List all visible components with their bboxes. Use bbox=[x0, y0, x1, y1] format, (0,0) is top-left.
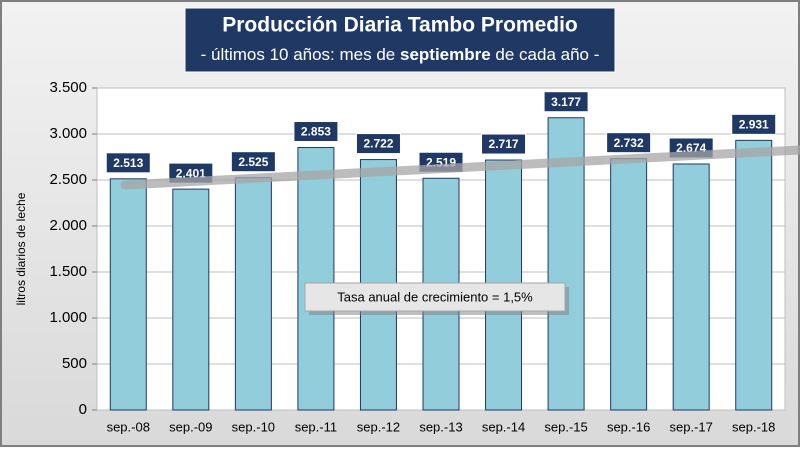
subtitle-text: - últimos 10 años: mes de bbox=[201, 45, 400, 64]
y-tick-label: 2.500 bbox=[49, 171, 87, 188]
value-label: 2.717 bbox=[489, 137, 519, 151]
subtitle-text: de cada año - bbox=[491, 45, 600, 64]
x-tick-label: sep.-08 bbox=[107, 419, 150, 434]
x-tick-label: sep.-10 bbox=[232, 419, 275, 434]
bar bbox=[172, 188, 210, 411]
x-tick-label: sep.-16 bbox=[607, 419, 650, 434]
y-tick-label: 0 bbox=[79, 401, 87, 418]
chart-title: Producción Diaria Tambo Promedio bbox=[222, 14, 578, 37]
y-tick-label: 2.000 bbox=[49, 217, 87, 234]
value-label: 2.513 bbox=[113, 156, 143, 170]
value-label: 2.931 bbox=[739, 118, 769, 132]
value-label: 2.732 bbox=[614, 136, 644, 150]
y-tick-label: 500 bbox=[62, 355, 87, 372]
annotation-box bbox=[304, 282, 566, 312]
y-axis-label: litros diarios de leche bbox=[14, 192, 28, 305]
bar bbox=[672, 163, 710, 411]
value-label: 2.525 bbox=[238, 155, 268, 169]
y-tick-label: 1.500 bbox=[49, 263, 87, 280]
value-label: 2.853 bbox=[301, 125, 331, 139]
x-tick-label: sep.-17 bbox=[669, 419, 712, 434]
value-label-box bbox=[543, 91, 589, 113]
y-tick-label: 3.500 bbox=[49, 79, 87, 96]
bar bbox=[234, 177, 272, 411]
y-tick-label: 1.000 bbox=[49, 309, 87, 326]
chart-subtitle: - últimos 10 años: mes de septiembre de … bbox=[201, 45, 600, 64]
trend-line bbox=[120, 145, 800, 190]
annotation: Tasa anual de crecimiento = 1,5% bbox=[337, 289, 533, 304]
bar bbox=[109, 178, 147, 411]
x-tick-label: sep.-13 bbox=[419, 419, 462, 434]
marks: 0 500 1.000 1.500 2.000 2.500 3.000 3.500 sep.-0… bbox=[49, 79, 785, 434]
value-label-box bbox=[481, 133, 527, 155]
subtitle-bold: septiembre bbox=[400, 45, 491, 64]
trend-arrow bbox=[120, 145, 800, 190]
x-tick-label: sep.-12 bbox=[357, 419, 400, 434]
y-tick-label: 3.000 bbox=[49, 125, 87, 142]
x-tick-label: sep.-14 bbox=[482, 419, 525, 434]
x-tick-label: sep.-11 bbox=[295, 419, 337, 434]
value-label: 2.722 bbox=[363, 137, 393, 151]
bar bbox=[610, 158, 648, 411]
value-label-box bbox=[606, 132, 652, 154]
value-label-box bbox=[105, 152, 151, 174]
bar bbox=[297, 147, 335, 411]
value-label-box bbox=[293, 121, 339, 143]
value-label-box bbox=[731, 113, 777, 135]
x-tick-label: sep.-09 bbox=[169, 419, 212, 434]
x-tick-label: sep.-15 bbox=[544, 419, 587, 434]
x-tick-label: sep.-18 bbox=[732, 419, 775, 434]
title-box bbox=[184, 7, 616, 73]
value-label-box bbox=[230, 151, 276, 173]
value-label: 3.177 bbox=[551, 95, 581, 109]
value-label-box bbox=[355, 133, 401, 155]
bar bbox=[735, 139, 773, 411]
